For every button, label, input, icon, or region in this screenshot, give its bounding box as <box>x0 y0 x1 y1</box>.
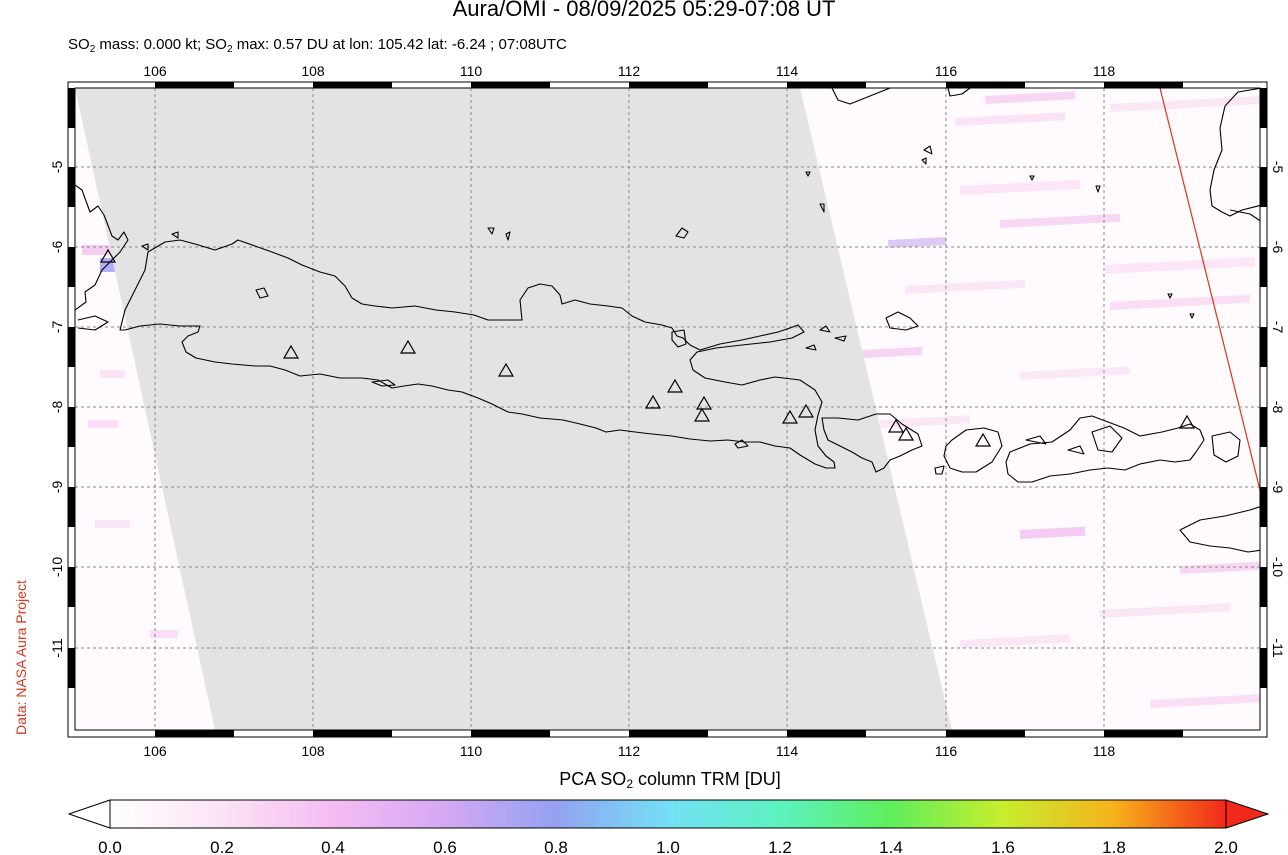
triangle-icon <box>1178 414 1196 429</box>
mass-subscript: 2 <box>89 44 96 55</box>
lon-tick-label: 110 <box>460 63 483 79</box>
lat-tick-label: -11 <box>1270 638 1286 657</box>
colorbar-tick-label: 0.4 <box>321 838 345 855</box>
lat-tick-label: -11 <box>49 638 65 657</box>
chart-subtitle: SO2 mass: 0.000 kt; SO2 max: 0.57 DU at … <box>68 36 567 55</box>
lat-tick-label: -10 <box>49 557 65 577</box>
lon-tick-label: 116 <box>935 63 958 79</box>
lat-tick-label: -9 <box>1270 481 1286 494</box>
colorbar-tick-label: 1.6 <box>991 838 1015 855</box>
lat-tick-label: -8 <box>1270 401 1286 414</box>
colorbar-gradient <box>109 799 1227 829</box>
colorbar-title-suffix: column TRM [DU] <box>633 769 781 789</box>
lat-tick-label: -6 <box>49 241 65 254</box>
orbit-edge-line <box>1159 88 1260 493</box>
coast-lombok <box>943 427 1003 473</box>
colorbar-tick-label: 0.8 <box>544 838 568 855</box>
lon-tick-label: 110 <box>460 743 483 759</box>
lat-labels-right: -5 -6 -7 -8 -9 -10 -11 <box>1270 161 1286 658</box>
volcano-markers <box>99 248 1196 447</box>
chart-title: Aura/OMI - 08/09/2025 05:29-07:08 UT <box>452 0 836 21</box>
triangle-icon <box>887 418 905 433</box>
triangle-icon <box>797 403 815 418</box>
lat-tick-label: -10 <box>1270 557 1286 577</box>
triangle-icon <box>693 407 711 422</box>
mass-text: mass: 0.000 kt; SO <box>95 36 227 53</box>
lon-labels-bottom: 106 108 110 112 114 116 118 <box>143 743 1115 759</box>
triangle-icon <box>974 432 992 447</box>
colorbar-tick-label: 2.0 <box>1214 838 1238 855</box>
lat-tick-label: -6 <box>1270 241 1286 254</box>
colorbar-title-subscript: 2 <box>626 777 633 791</box>
triangle-icon <box>666 378 684 393</box>
lat-tick-label: -8 <box>49 401 65 414</box>
coast-sumbawa <box>1005 415 1205 483</box>
lat-tick-label: -7 <box>1270 321 1286 334</box>
lon-tick-label: 114 <box>776 743 799 759</box>
so2-pixel-stripes <box>82 91 1260 708</box>
lon-tick-label: 114 <box>776 63 799 79</box>
coast-bali <box>821 413 923 473</box>
lon-tick-label: 112 <box>618 743 641 759</box>
colorbar-title: PCA SO2 column TRM [DU] <box>0 769 1288 791</box>
lon-tick-label: 108 <box>301 743 325 759</box>
graticule <box>75 88 1260 730</box>
coast-sumba <box>1179 506 1260 553</box>
colorbar-tick-label: 0.2 <box>210 838 234 855</box>
coast-kalimantan <box>831 88 891 105</box>
colorbar-tick-label: 0.6 <box>433 838 457 855</box>
colorbar-tick-label: 1.2 <box>768 838 792 855</box>
colorbar-title-prefix: PCA SO <box>559 769 627 789</box>
triangle-icon <box>644 394 662 409</box>
lon-tick-label: 106 <box>143 743 167 759</box>
colorbar-tick-label: 1.0 <box>656 838 680 855</box>
lon-tick-label: 116 <box>935 743 958 759</box>
colorbar-under-arrow <box>67 799 111 829</box>
coastlines <box>75 88 1260 553</box>
max-text: max: 0.57 DU at lon: 105.42 lat: -6.24 ;… <box>232 36 567 53</box>
triangle-icon <box>282 344 300 359</box>
triangle-icon <box>897 426 915 441</box>
triangle-icon <box>695 395 713 410</box>
triangle-icon <box>99 248 117 263</box>
triangle-icon <box>781 409 799 424</box>
lon-tick-label: 118 <box>1093 63 1116 79</box>
triangle-icon <box>497 362 515 377</box>
triangle-icon <box>399 339 417 354</box>
coast-sumatra <box>75 184 129 311</box>
colorbar-tick-label: 0.0 <box>98 838 122 855</box>
lon-tick-label: 106 <box>143 63 167 79</box>
lon-tick-label: 118 <box>1093 743 1116 759</box>
lat-tick-label: -5 <box>49 161 65 174</box>
lat-tick-label: -5 <box>1270 161 1286 174</box>
no-data-swath <box>75 88 952 730</box>
mass-prefix: SO <box>68 36 90 53</box>
map-frame <box>67 81 1268 738</box>
max-subscript: 2 <box>226 44 233 55</box>
coast-sulawesi <box>1209 88 1260 217</box>
colorbar-tick-label: 1.8 <box>1102 838 1126 855</box>
lat-tick-label: -7 <box>49 321 65 334</box>
map-panel: 106 108 110 112 114 116 118 106 108 110 … <box>49 63 1286 759</box>
colorbar-tick-label: 1.4 <box>879 838 903 855</box>
lon-labels-top: 106 108 110 112 114 116 118 <box>143 63 1115 79</box>
lat-tick-label: -9 <box>49 481 65 494</box>
lat-labels-left: -5 -6 -7 -8 -9 -10 -11 <box>49 161 65 658</box>
lon-tick-label: 112 <box>618 63 641 79</box>
lon-tick-label: 108 <box>301 63 325 79</box>
colorbar-ticks: 0.0 0.2 0.4 0.6 0.8 1.0 1.2 1.4 1.6 1.8 … <box>98 838 1238 855</box>
colorbar-over-arrow <box>1225 799 1270 829</box>
